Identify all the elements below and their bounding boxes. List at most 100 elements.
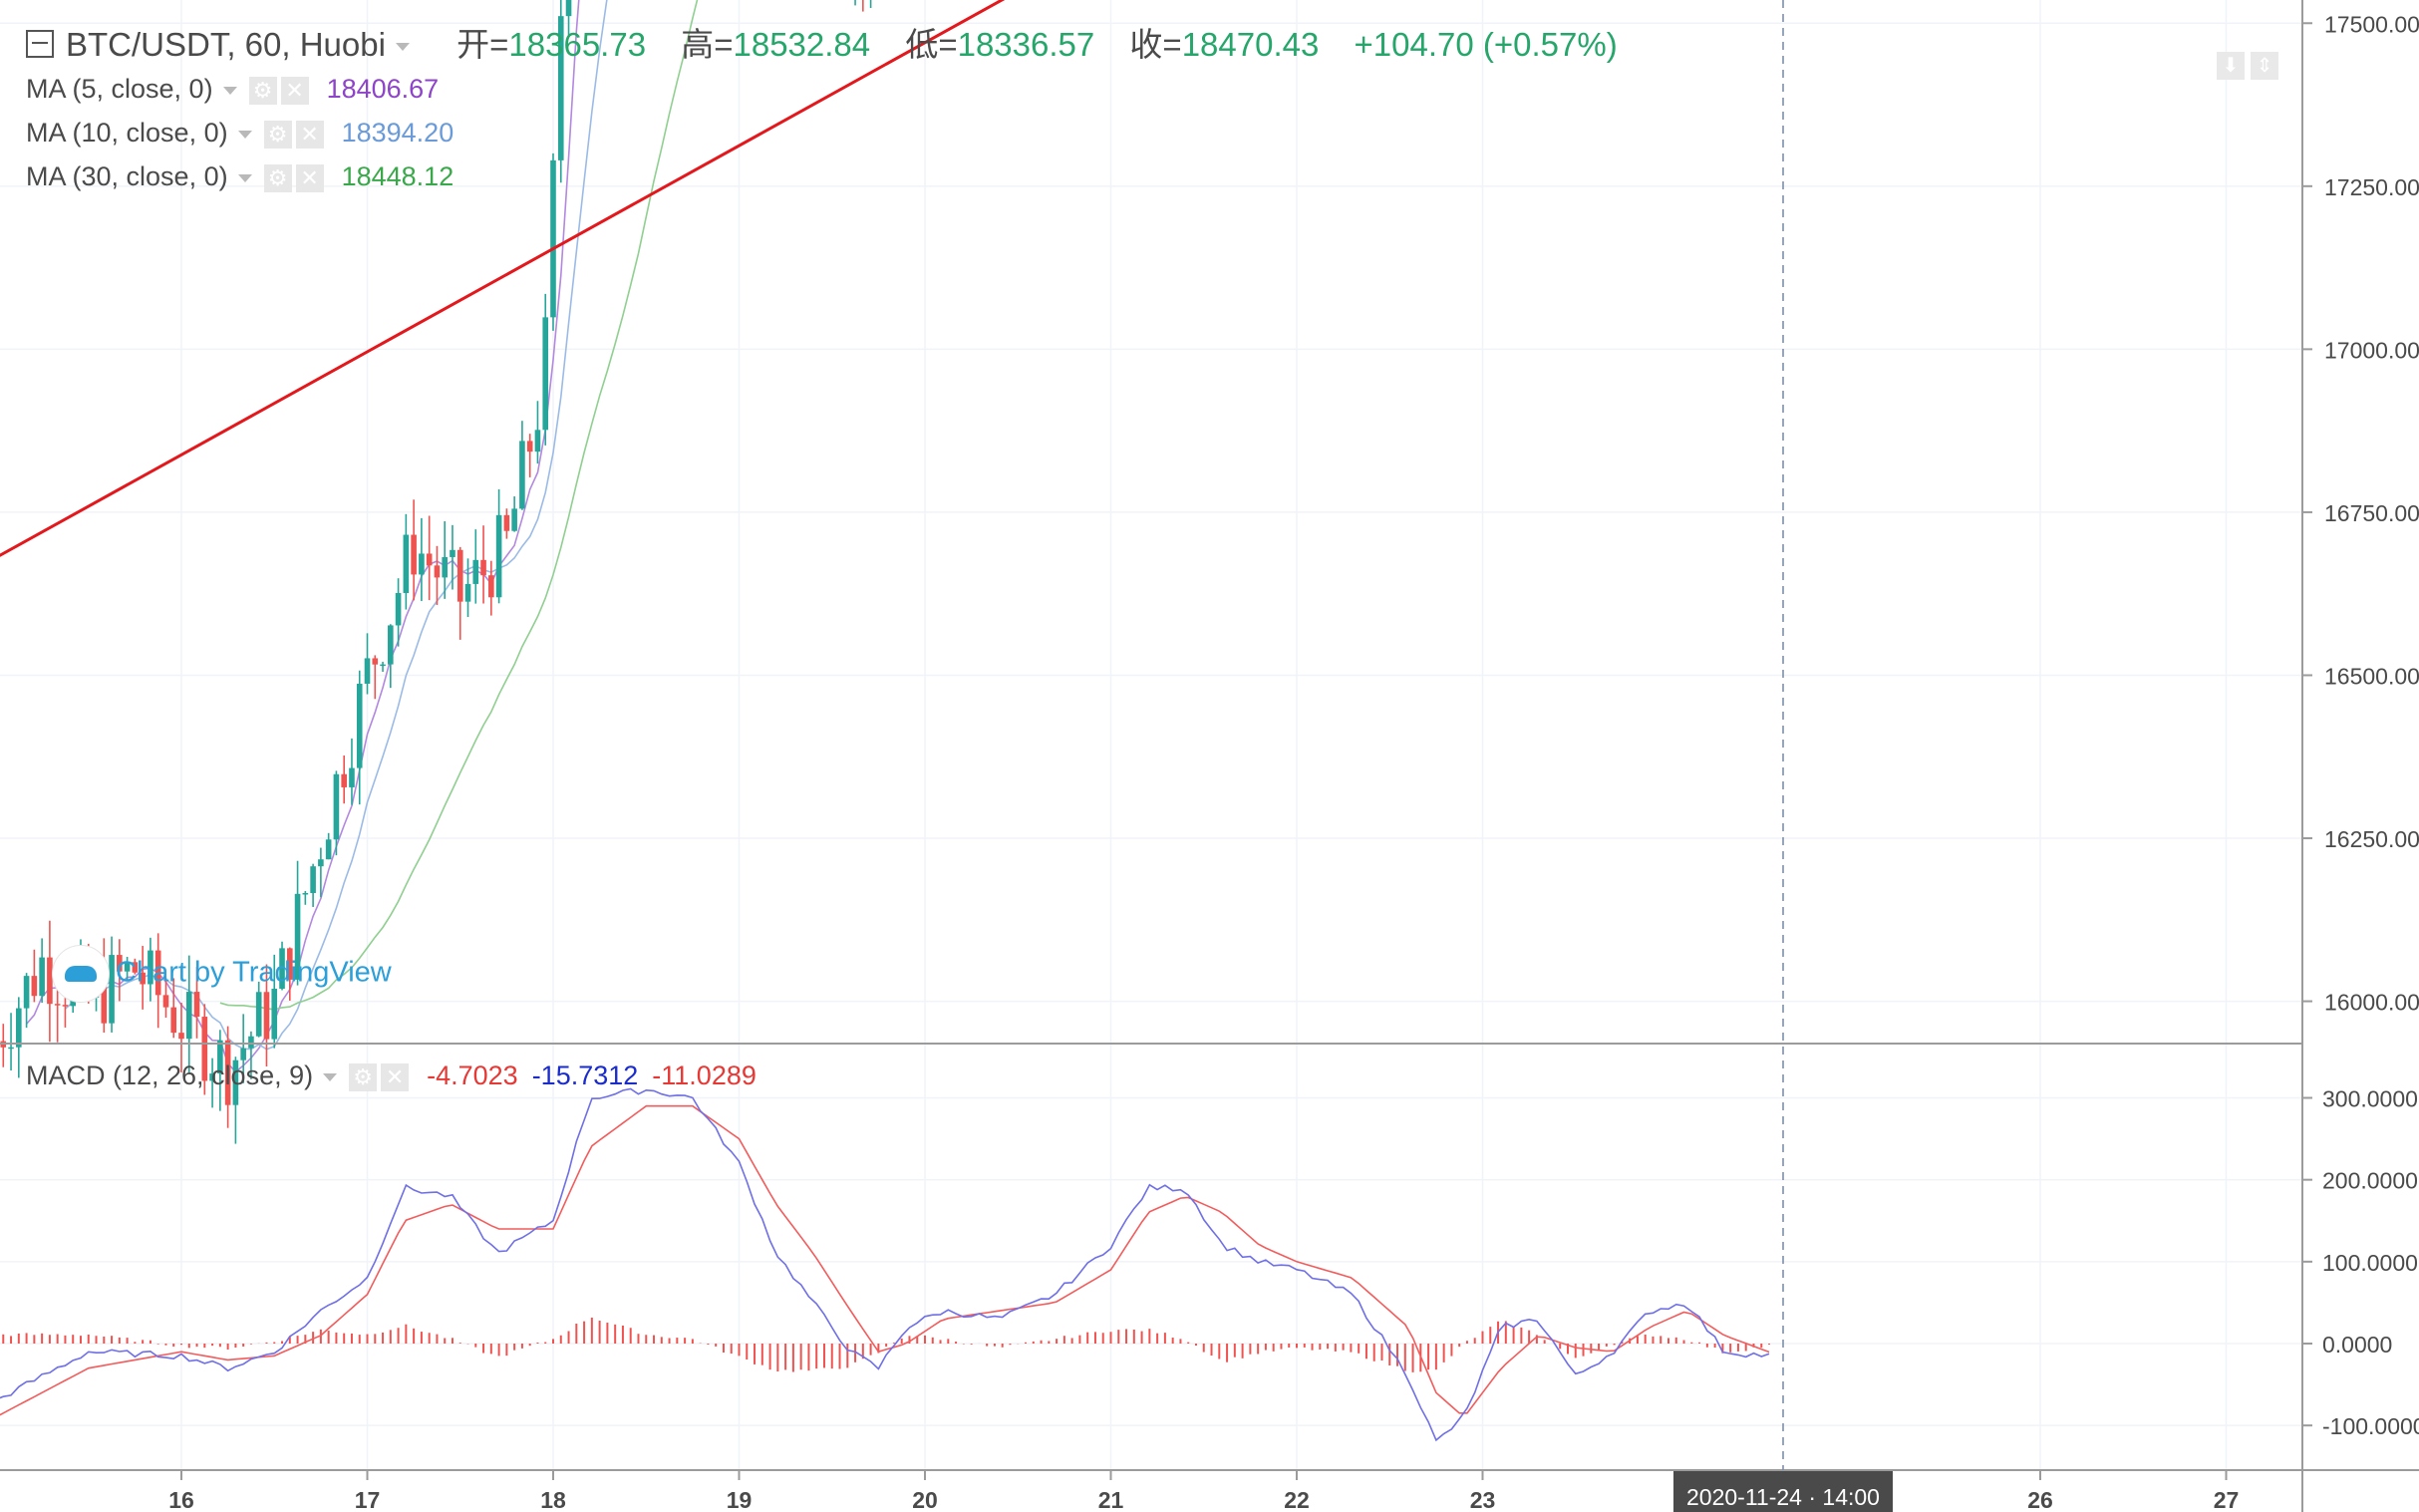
low-label: 低= (905, 26, 958, 63)
macd-signal-value: -11.0289 (652, 1060, 756, 1090)
chevron-down-icon[interactable] (237, 173, 252, 182)
candle (488, 560, 494, 616)
time-tick-label: 23 (1470, 1487, 1496, 1512)
macd-label[interactable]: MACD (12, 26, close, 9) (26, 1060, 314, 1090)
candle-body (480, 559, 486, 576)
lower-trendline (0, 0, 1006, 557)
candle-body (302, 893, 309, 895)
collapse-icon[interactable] (26, 30, 54, 59)
ma5-line (25, 0, 580, 1073)
candle (232, 1057, 239, 1144)
candle (132, 958, 139, 975)
candle (255, 981, 262, 1038)
candle-body (333, 773, 340, 840)
candle-body (193, 992, 200, 1018)
candle-body (31, 976, 38, 997)
gear-icon[interactable]: ⚙ (263, 120, 292, 149)
candle (8, 1013, 14, 1070)
candle-body (140, 972, 146, 985)
candle-body (534, 430, 541, 453)
candle (364, 633, 371, 695)
macd-line-value: -15.7312 (531, 1060, 639, 1090)
gear-icon[interactable]: ⚙ (248, 76, 277, 105)
low-value: 18336.57 (957, 26, 1095, 63)
time-tick-label: 20 (912, 1487, 938, 1512)
candle (411, 499, 417, 601)
candle-body (310, 866, 316, 894)
time-tick-label: 18 (540, 1487, 566, 1512)
candle (854, 0, 856, 6)
candle (403, 513, 410, 610)
candle-body (488, 575, 494, 598)
gear-icon[interactable]: ⚙ (263, 163, 292, 192)
ma30-legend: MA (30, close, 0) ⚙ ✕ 18448.12 (26, 159, 454, 193)
ma30-value: 18448.12 (341, 161, 454, 191)
scale-up-down-icon[interactable]: ⇕ (2251, 52, 2278, 80)
candle (279, 941, 285, 991)
candle-body (442, 556, 449, 578)
candle-body (286, 948, 293, 980)
candle-body (526, 441, 533, 453)
macd-tick-label: 300.0000 (2322, 1085, 2418, 1111)
close-icon[interactable]: ✕ (381, 1062, 410, 1091)
candle (426, 515, 433, 601)
chevron-down-icon[interactable] (237, 130, 252, 139)
candle (442, 521, 449, 599)
candle (162, 978, 169, 1018)
tradingview-watermark[interactable]: Chart by TradingView (52, 945, 392, 1003)
candle (388, 624, 394, 689)
chevron-down-icon[interactable] (395, 43, 410, 52)
symbol-name[interactable]: BTC/USDT, 60, Huobi (66, 26, 386, 63)
close-value: 18470.43 (1181, 26, 1320, 63)
close-icon[interactable]: ✕ (280, 76, 309, 105)
price-tick-label: 16250.00 (2324, 826, 2419, 852)
ma5-label[interactable]: MA (5, close, 0) (26, 74, 213, 104)
candle-body (240, 1048, 246, 1060)
chevron-down-icon[interactable] (323, 1072, 338, 1081)
candle-body (170, 1007, 177, 1034)
scale-down-icon[interactable]: ⬇ (2217, 52, 2245, 80)
open-label: 开= (456, 26, 509, 63)
price-tick-label: 16500.00 (2324, 663, 2419, 689)
gear-icon[interactable]: ⚙ (349, 1062, 378, 1091)
candle-body (162, 995, 169, 1008)
candle-body (426, 553, 433, 566)
candle-body (132, 962, 139, 973)
macd-legend: MACD (12, 26, close, 9) ⚙ ✕ -4.7023 -15.7312… (26, 1058, 756, 1092)
candle (495, 488, 502, 604)
candle-body (8, 1047, 14, 1050)
candle-body (364, 658, 371, 684)
candle (372, 655, 379, 700)
candle-body (185, 992, 192, 1040)
close-icon[interactable]: ✕ (295, 120, 324, 149)
scale-controls: ⬇ ⇕ (2217, 52, 2284, 80)
candle-body (271, 988, 278, 1040)
open-value: 18365.73 (508, 26, 647, 63)
time-tick-label: 27 (2214, 1487, 2240, 1512)
macd-hist-value: -4.7023 (427, 1060, 518, 1090)
candle-body (232, 1059, 239, 1105)
candle (54, 986, 61, 1043)
candle-body (349, 767, 355, 787)
close-icon[interactable]: ✕ (295, 163, 324, 192)
ma30-label[interactable]: MA (30, close, 0) (26, 161, 228, 191)
candle (395, 578, 402, 647)
candle-body (101, 974, 108, 1024)
symbol-legend: BTC/USDT, 60, Huobi 开=18365.73 高=18532.8… (26, 24, 1618, 66)
ma10-label[interactable]: MA (10, close, 0) (26, 118, 228, 148)
candle-body (503, 514, 510, 531)
candle-body (109, 955, 115, 1024)
chevron-down-icon[interactable] (222, 86, 237, 95)
candle (526, 434, 533, 477)
candle (109, 936, 115, 1033)
candle (271, 954, 278, 1049)
candle (47, 920, 53, 1043)
ma5-value: 18406.67 (326, 74, 440, 104)
ma30-line (219, 0, 699, 1011)
candle (472, 529, 479, 604)
candle-body (519, 441, 525, 509)
candle-body (411, 534, 417, 575)
price-tick-label: 17500.00 (2324, 11, 2419, 37)
candle-body (456, 549, 463, 602)
